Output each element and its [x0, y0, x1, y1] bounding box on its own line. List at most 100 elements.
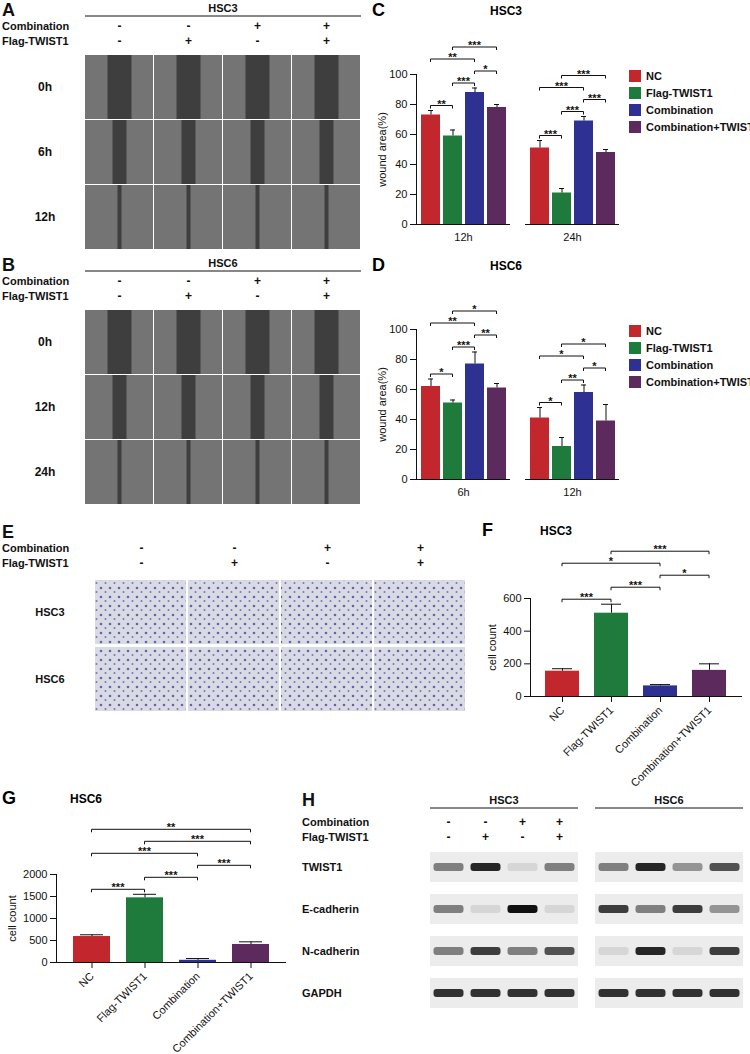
svg-text:0h: 0h — [38, 335, 52, 349]
svg-text:-: - — [233, 541, 237, 555]
svg-text:24h: 24h — [563, 231, 581, 243]
svg-text:40: 40 — [395, 158, 407, 170]
svg-text:100: 100 — [389, 68, 407, 80]
svg-text:***: *** — [191, 833, 205, 845]
svg-text:***: *** — [457, 75, 471, 87]
svg-text:Combination+TWIST1: Combination+TWIST1 — [170, 970, 255, 1054]
svg-text:**: ** — [437, 98, 446, 110]
svg-text:**: ** — [448, 51, 457, 63]
svg-text:N-cadherin: N-cadherin — [302, 945, 360, 957]
svg-text:-: - — [118, 289, 122, 303]
svg-text:60: 60 — [395, 383, 407, 395]
svg-text:24h: 24h — [35, 465, 56, 479]
svg-text:*: * — [439, 366, 444, 378]
svg-text:**: ** — [481, 327, 490, 339]
svg-text:***: *** — [588, 92, 602, 104]
svg-text:*: * — [682, 567, 687, 579]
svg-text:Combination: Combination — [612, 704, 664, 756]
svg-text:HSC3: HSC3 — [489, 794, 518, 806]
svg-text:+: + — [185, 34, 192, 48]
svg-text:***: *** — [457, 339, 471, 351]
svg-text:-: - — [140, 541, 144, 555]
svg-text:***: *** — [566, 104, 580, 116]
svg-text:*: * — [592, 360, 597, 372]
svg-text:+: + — [323, 274, 330, 288]
svg-text:Flag-TWIST1: Flag-TWIST1 — [302, 831, 369, 843]
svg-text:Flag-TWIST1: Flag-TWIST1 — [2, 557, 69, 569]
svg-text:***: *** — [165, 869, 179, 881]
svg-text:-: - — [484, 815, 488, 829]
svg-text:-: - — [140, 556, 144, 570]
svg-text:200: 200 — [503, 657, 521, 669]
svg-text:Combination: Combination — [302, 816, 369, 828]
svg-text:HSC6: HSC6 — [208, 257, 237, 269]
svg-text:Flag-TWIST1: Flag-TWIST1 — [94, 970, 149, 1025]
svg-text:2000: 2000 — [23, 868, 47, 880]
svg-text:+: + — [324, 541, 331, 555]
svg-text:+: + — [323, 19, 330, 33]
svg-text:600: 600 — [503, 592, 521, 604]
svg-text:+: + — [417, 541, 424, 555]
svg-text:-: - — [118, 19, 122, 33]
svg-text:100: 100 — [389, 323, 407, 335]
svg-text:40: 40 — [395, 413, 407, 425]
svg-text:-: - — [447, 815, 451, 829]
svg-text:HSC3: HSC3 — [35, 606, 64, 618]
svg-text:-: - — [256, 289, 260, 303]
svg-text:12h: 12h — [454, 231, 472, 243]
svg-text:Combination: Combination — [150, 970, 202, 1022]
svg-text:***: *** — [112, 881, 126, 893]
svg-text:+: + — [254, 274, 261, 288]
svg-text:B: B — [2, 255, 15, 275]
svg-text:*: * — [581, 336, 586, 348]
svg-text:20: 20 — [395, 443, 407, 455]
svg-text:***: *** — [580, 591, 594, 603]
svg-text:NC: NC — [76, 970, 96, 990]
svg-text:-: - — [118, 274, 122, 288]
svg-text:Flag-TWIST1: Flag-TWIST1 — [2, 290, 69, 302]
svg-text:+: + — [417, 556, 424, 570]
svg-text:*: * — [548, 395, 553, 407]
svg-text:NC: NC — [547, 704, 567, 724]
svg-text:0: 0 — [401, 218, 407, 230]
svg-text:E: E — [2, 522, 14, 542]
svg-text:***: *** — [218, 857, 232, 869]
svg-text:-: - — [118, 34, 122, 48]
svg-text:12h: 12h — [563, 486, 581, 498]
svg-text:12h: 12h — [35, 400, 56, 414]
svg-text:-: - — [447, 830, 451, 844]
svg-text:+: + — [482, 830, 489, 844]
svg-text:wound area(%): wound area(%) — [376, 112, 388, 188]
svg-text:0: 0 — [515, 690, 521, 702]
svg-text:500: 500 — [29, 934, 47, 946]
svg-text:TWIST1: TWIST1 — [302, 861, 342, 873]
svg-text:HSC6: HSC6 — [35, 673, 64, 685]
svg-text:cell count: cell count — [6, 895, 18, 941]
svg-text:+: + — [323, 34, 330, 48]
svg-text:+: + — [519, 815, 526, 829]
svg-text:*: * — [609, 555, 614, 567]
svg-text:-: - — [521, 830, 525, 844]
svg-text:+: + — [556, 830, 563, 844]
svg-text:cell count: cell count — [486, 624, 498, 670]
svg-text:***: *** — [577, 68, 591, 80]
svg-text:GAPDH: GAPDH — [302, 987, 342, 999]
svg-text:+: + — [556, 815, 563, 829]
svg-text:HSC6: HSC6 — [654, 794, 683, 806]
svg-text:*: * — [472, 303, 477, 315]
svg-text:*: * — [559, 348, 564, 360]
svg-text:-: - — [326, 556, 330, 570]
svg-text:H: H — [302, 790, 315, 810]
svg-text:A: A — [2, 0, 15, 20]
svg-text:6h: 6h — [457, 486, 469, 498]
svg-text:***: *** — [629, 579, 643, 591]
svg-text:Combination: Combination — [2, 20, 69, 32]
svg-text:Combination+TWIST1: Combination+TWIST1 — [628, 704, 713, 788]
svg-text:Flag-TWIST1: Flag-TWIST1 — [561, 704, 616, 759]
svg-text:HSC3: HSC3 — [208, 2, 237, 14]
svg-text:*: * — [483, 63, 488, 75]
svg-text:***: *** — [544, 128, 558, 140]
svg-text:wound area(%): wound area(%) — [376, 367, 388, 443]
svg-text:Flag-TWIST1: Flag-TWIST1 — [2, 35, 69, 47]
svg-text:6h: 6h — [38, 145, 52, 159]
